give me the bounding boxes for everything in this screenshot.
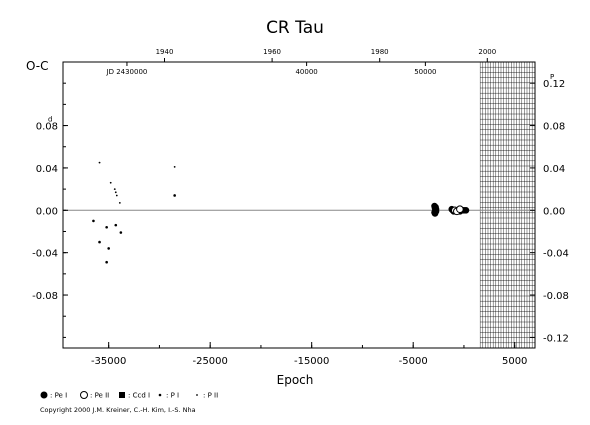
x-tick-label: -15000 — [294, 356, 329, 367]
left-y-tick-label: -0.04 — [32, 249, 58, 260]
left-y-tick-label: 0.04 — [36, 164, 58, 175]
x-tick-label: 5000 — [502, 356, 527, 367]
right-y-tick-label: 0.00 — [543, 206, 565, 217]
y-axis-label: O-C — [26, 59, 49, 73]
pe1-point — [462, 206, 470, 214]
p1-point — [173, 194, 176, 197]
pe2-point — [456, 205, 464, 214]
left-y-axis: 0.08d 0.04 0.00 -0.04 -0.08 — [32, 82, 68, 338]
left-y-tick-label: 0.00 — [36, 206, 58, 217]
p2-point — [109, 181, 112, 184]
legend-label: : P I — [166, 392, 179, 400]
legend-label: : Pe I — [50, 392, 67, 400]
chart-title: CR Tau — [266, 18, 324, 38]
p1-point — [105, 225, 108, 229]
right-y-unit-superscript: P — [550, 73, 554, 81]
jd-tick-label: 40000 — [295, 68, 317, 76]
right-y-tick-label: 0.04 — [543, 164, 565, 175]
p2-point — [113, 188, 116, 191]
left-y-tick-label: -0.08 — [32, 291, 58, 302]
p1-point — [107, 247, 110, 250]
x-tick-label: -35000 — [91, 356, 126, 367]
year-tick-label: 1960 — [263, 48, 281, 56]
p2-point — [114, 191, 117, 194]
year-tick-label: 1940 — [156, 48, 174, 56]
x-tick-label: -5000 — [399, 356, 428, 367]
jd-tick-label: 50000 — [414, 68, 436, 76]
left-y-unit-superscript: d — [48, 116, 52, 124]
hatch-region — [479, 61, 535, 349]
right-y-tick-label: 0.12 — [543, 79, 565, 90]
copyright-text: Copyright 2000 J.M. Kreiner, C.-H. Kim, … — [40, 406, 196, 414]
jd-tick-label: JD 2430000 — [106, 68, 148, 76]
left-y-tick-label: 0.08 — [36, 122, 58, 133]
plot-frame — [62, 61, 536, 349]
p2-point — [118, 201, 121, 204]
legend-label: : Ccd I — [128, 392, 150, 400]
jd-axis: JD 2430000 40000 50000 — [106, 62, 437, 76]
year-axis: 1940 1960 1980 2000 — [156, 48, 496, 62]
year-tick-label: 2000 — [478, 48, 496, 56]
year-tick-label: 1980 — [371, 48, 389, 56]
right-y-tick-label: -0.12 — [543, 333, 569, 344]
legend-label: : P II — [203, 392, 218, 400]
data-points — [92, 161, 470, 264]
right-y-tick-label: 0.08 — [543, 122, 565, 133]
right-y-tick-label: -0.04 — [543, 249, 569, 260]
p1-point — [98, 240, 101, 244]
p2-point — [98, 161, 101, 164]
legend-marker-p2 — [196, 394, 198, 396]
p1-point — [119, 231, 123, 234]
p2-point — [115, 194, 118, 197]
p1-point — [114, 223, 118, 227]
legend-marker-pe1 — [40, 391, 48, 399]
p1-point — [105, 260, 108, 264]
x-tick-label: -25000 — [192, 356, 227, 367]
legend-marker-p1 — [158, 393, 162, 397]
legend-marker-ccd1 — [119, 392, 125, 398]
right-y-axis: 0.12P 0.08 0.04 0.00 -0.04 -0.08 -0.12 — [530, 73, 569, 344]
right-y-tick-label: -0.08 — [543, 291, 569, 302]
x-axis: -35000 -25000 -15000 -5000 5000 — [91, 342, 527, 367]
x-axis-label: Epoch — [277, 373, 314, 387]
p2-point — [173, 165, 176, 168]
legend-marker-pe2 — [80, 391, 88, 399]
p1-point — [92, 219, 95, 223]
legend-label: : Pe II — [90, 392, 109, 400]
pe1-point — [432, 205, 440, 213]
legend: : Pe I : Pe II : Ccd I : P I : P II — [40, 391, 218, 400]
